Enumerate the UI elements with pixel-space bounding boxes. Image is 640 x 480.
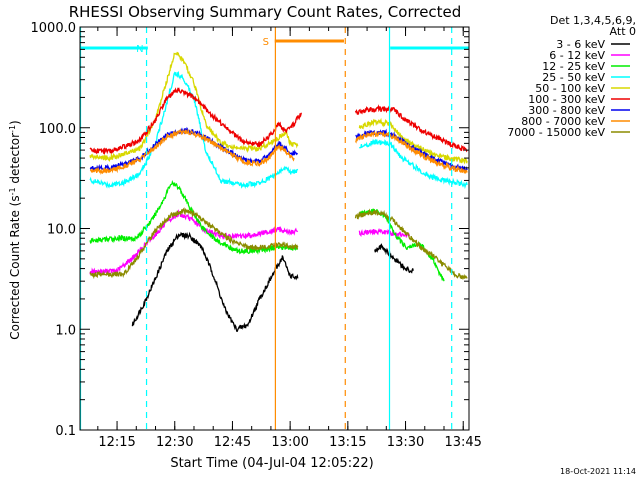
annotation-label: N [136,44,143,55]
series-line [354,208,468,281]
series-line [374,243,414,274]
legend-entry-label: 800 - 7000 keV [521,115,605,128]
axes: 12:15 12:30 12:45 13:00 13:15 13:30 13:45 0.1 1.… [31,21,482,450]
x-tick-label: 13:00 [271,435,308,450]
y-axis-label-mid: detector [8,133,22,188]
series-line [131,231,299,332]
legend-header: Det 1,3,4,5,6,9, [550,14,636,27]
legend-entry-label: 100 - 300 keV [528,93,605,106]
x-tick-label: 12:15 [98,435,135,450]
series-line [358,117,468,165]
series-line [354,104,468,153]
series-layer [89,51,468,332]
series-line [354,130,468,174]
legend-header: Att 0 [610,25,636,38]
legend-entry-label: 6 - 12 keV [549,49,605,62]
series-line [89,209,299,275]
x-tick-label: 13:45 [444,435,481,450]
series-line [89,87,303,155]
x-tick-label: 12:45 [214,435,251,450]
y-axis-label: Corrected Count Rate (s-1 detector-1) [8,120,23,339]
y-axis-label-exp2: -1 [8,125,17,133]
x-tick-label: 12:30 [156,435,193,450]
y-tick-label: 1000.0 [31,21,77,36]
timestamp: 18-Oct-2021 11:14 [560,467,636,476]
y-axis-label-end: ) [8,120,22,125]
series-line [358,138,468,190]
y-axis-label-base: Corrected Count Rate (s [8,195,22,339]
y-tick-label: 100.0 [39,122,76,137]
legend-entry-label: 50 - 100 keV [535,82,605,95]
series-line [358,227,411,239]
legend-entry-label: 7000 - 15000 keV [507,126,605,139]
y-axis-label-exp1: -1 [8,187,17,195]
legend-entry-label: 12 - 25 keV [542,60,605,73]
series-line [89,128,295,176]
y-tick-label: 1.0 [55,323,76,338]
y-tick-label: 0.1 [55,424,76,439]
x-tick-label: 13:15 [329,435,366,450]
legend-entry-label: 3 - 6 keV [556,38,605,51]
series-line [89,51,299,162]
chart-title: RHESSI Observing Summary Count Rates, Co… [69,3,462,21]
y-tick-label: 10.0 [47,223,76,238]
x-axis-label: Start Time (04-Jul-04 12:05:22) [170,456,373,471]
legend-entry-label: 25 - 50 keV [542,71,605,84]
series-line [89,207,299,280]
legend-entry-label: 300 - 800 keV [528,104,605,117]
annotation-label: S [263,37,269,48]
x-tick-label: 13:30 [387,435,424,450]
